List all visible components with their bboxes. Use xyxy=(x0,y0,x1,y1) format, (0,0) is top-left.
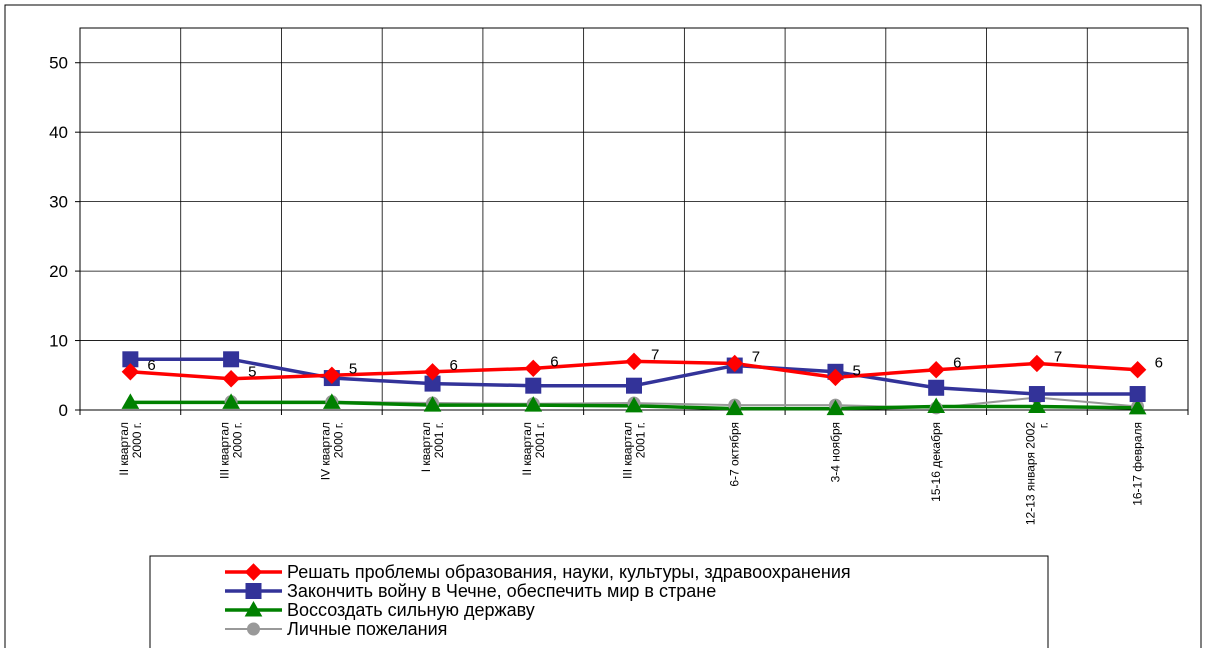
x-tick-label: 6-7 октября xyxy=(728,422,742,487)
data-point-marker xyxy=(626,377,642,394)
data-point-marker xyxy=(524,359,542,378)
data-label: 6 xyxy=(953,355,961,372)
data-point-marker xyxy=(927,397,946,414)
legend-entry-label: Воссоздать сильную державу xyxy=(287,600,535,620)
data-point-marker xyxy=(1028,386,1045,403)
x-tick-label: II квартал xyxy=(117,422,131,476)
x-tick-label: IV квартал xyxy=(318,422,332,480)
x-tick-label: II квартал xyxy=(520,422,534,476)
y-tick-label: 0 xyxy=(59,401,68,420)
data-label: 5 xyxy=(349,360,357,377)
data-point-marker xyxy=(524,396,543,412)
data-label: 6 xyxy=(147,357,155,374)
x-tick-label: 3-4 ноября xyxy=(828,422,842,482)
data-label: 6 xyxy=(450,357,458,374)
data-point-marker xyxy=(826,399,845,416)
legend-box xyxy=(149,555,1049,648)
data-label: 7 xyxy=(1054,348,1062,365)
data-point-marker xyxy=(625,396,643,413)
series-markers xyxy=(121,351,1147,416)
x-tick-label: III квартал xyxy=(218,422,232,479)
data-label: 5 xyxy=(248,364,256,381)
data-point-marker xyxy=(244,563,263,581)
x-tick-label: 2000 г. xyxy=(130,422,144,458)
legend: Решать проблемы образования, науки, куль… xyxy=(149,555,1049,648)
data-point-marker xyxy=(121,363,140,381)
y-axis-ticks: 0 10 20 30 40 50 xyxy=(49,54,68,420)
data-point-marker xyxy=(121,393,140,409)
legend-entry-label: Решать проблемы образования, науки, куль… xyxy=(287,562,851,582)
y-tick-label: 30 xyxy=(49,193,68,212)
data-point-marker xyxy=(244,600,263,617)
data-point-marker xyxy=(423,363,442,381)
data-point-marker xyxy=(928,379,945,396)
grid xyxy=(75,27,1189,415)
x-tick-label: г. xyxy=(1036,422,1050,428)
data-point-marker xyxy=(1028,397,1046,414)
data-labels: 6 5 5 6 6 7 7 5 6 7 6 xyxy=(147,346,1163,380)
data-point-marker xyxy=(726,354,744,373)
data-point-marker xyxy=(725,399,744,416)
data-label: 6 xyxy=(550,353,558,370)
data-point-marker xyxy=(222,393,240,409)
x-tick-label: 16-17 февраля xyxy=(1131,422,1145,506)
legend-entry-label: Закончить войну в Чечне, обеспечить мир … xyxy=(287,581,716,601)
data-point-marker xyxy=(322,393,341,409)
data-label: 7 xyxy=(752,348,760,365)
x-tick-label: III квартал xyxy=(621,422,635,479)
data-point-marker xyxy=(423,396,442,412)
data-point-marker xyxy=(1129,386,1146,403)
x-tick-label: 12-13 января 2002 xyxy=(1023,422,1037,525)
x-tick-label: 2001 г. xyxy=(634,422,648,458)
x-tick-label: 2001 г. xyxy=(533,422,547,458)
data-point-marker xyxy=(223,351,240,368)
data-point-marker xyxy=(1028,354,1046,373)
data-point-marker xyxy=(222,370,240,388)
data-point-marker xyxy=(625,352,643,371)
data-label: 6 xyxy=(1155,355,1163,372)
data-point-marker xyxy=(525,377,542,394)
y-tick-label: 40 xyxy=(49,123,68,142)
legend-entry-label: Личные пожелания xyxy=(287,619,447,639)
x-tick-label: 2000 г. xyxy=(231,422,245,458)
data-point-marker xyxy=(1128,398,1147,415)
data-point-marker xyxy=(323,366,341,384)
y-tick-label: 50 xyxy=(49,54,68,73)
x-tick-label: I квартал xyxy=(419,422,433,472)
y-tick-label: 10 xyxy=(49,332,68,351)
data-point-marker xyxy=(826,368,845,387)
x-tick-label: 2001 г. xyxy=(432,422,446,458)
x-tick-label: 2000 г. xyxy=(331,422,345,458)
data-label: 5 xyxy=(852,362,860,379)
data-label: 7 xyxy=(651,346,659,363)
y-tick-label: 20 xyxy=(49,262,68,281)
chart-area-border xyxy=(4,4,1202,648)
data-point-marker xyxy=(927,361,945,379)
data-point-marker xyxy=(247,622,260,636)
data-point-marker xyxy=(1128,361,1147,379)
data-point-marker xyxy=(245,583,262,599)
x-tick-label: 15-16 декабря xyxy=(929,422,943,502)
